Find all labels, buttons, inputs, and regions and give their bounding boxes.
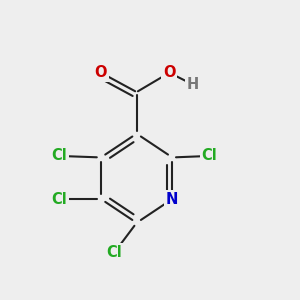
Text: Cl: Cl (52, 148, 67, 164)
Text: Cl: Cl (52, 191, 67, 206)
Text: O: O (163, 65, 176, 80)
Text: Cl: Cl (202, 148, 217, 164)
Text: H: H (187, 77, 199, 92)
Text: N: N (166, 191, 178, 206)
Text: O: O (95, 65, 107, 80)
Text: Cl: Cl (106, 245, 122, 260)
